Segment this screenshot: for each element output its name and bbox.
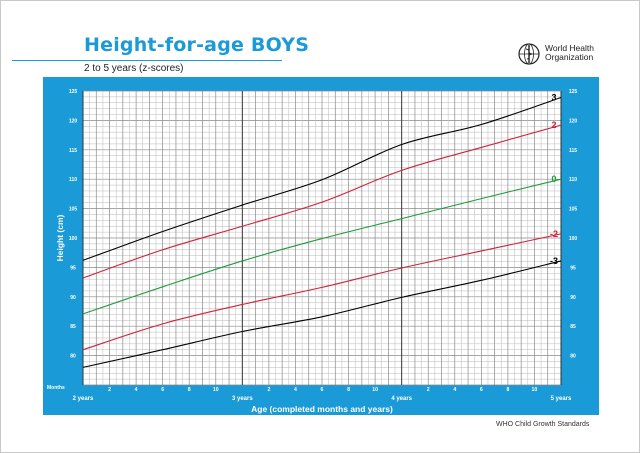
series-label-z-2: -2 (550, 229, 558, 239)
series-line-z0 (82, 178, 562, 315)
organization-name-line2: Organization (545, 52, 594, 62)
y-tick-label-right: 105 (569, 207, 578, 213)
chart-series-lines (82, 96, 562, 368)
chart-series-labels: 3 2 0 -2 -3 (550, 92, 558, 265)
series-line-z-3 (82, 260, 562, 368)
y-tick-label-right: 95 (570, 265, 576, 271)
x-tick-label: 10 (213, 387, 219, 393)
y-tick-label-right: 115 (569, 148, 577, 154)
y-tick-label-right: 100 (569, 236, 578, 242)
y-axis-title: Height (cm) (55, 214, 65, 261)
chart-title: Height-for-age BOYS (84, 34, 310, 56)
x-tick-label: 6 (321, 387, 324, 393)
y-tick-label-right: 125 (569, 89, 578, 95)
x-tick-label: 8 (188, 387, 191, 393)
x-year-label: 2 years (73, 396, 94, 402)
who-emblem-icon (518, 43, 540, 65)
x-year-label: 5 years (551, 396, 572, 402)
series-label-z0: 0 (551, 174, 556, 184)
series-label-z-3: -3 (550, 256, 558, 266)
x-tick-label: 8 (506, 387, 509, 393)
chart-subtitle: 2 to 5 years (z-scores) (84, 63, 184, 74)
y-tick-label-left: 85 (70, 324, 76, 330)
title-underline (12, 60, 282, 61)
organization-name-line1: World Health (545, 43, 594, 53)
series-line-z3 (82, 96, 562, 261)
x-tick-label: 2 (108, 387, 111, 393)
y-tick-label-left: 110 (69, 177, 77, 183)
x-axis-unit-label: Months (47, 385, 65, 391)
x-axis-title: Age (completed months and years) (251, 404, 393, 414)
x-year-label: 3 years (232, 396, 253, 402)
y-tick-label-left: 105 (69, 207, 78, 213)
y-tick-label-left: 115 (69, 148, 77, 154)
x-tick-label: 4 (453, 387, 456, 393)
y-tick-label-right: 85 (570, 324, 576, 330)
y-tick-label-left: 80 (70, 354, 76, 360)
y-tick-label-left: 120 (69, 118, 78, 124)
y-tick-label-left: 125 (69, 89, 78, 95)
x-tick-label: 2 (427, 387, 430, 393)
series-label-z3: 3 (551, 92, 556, 102)
x-tick-label: 2 (267, 387, 270, 393)
x-tick-label: 6 (161, 387, 164, 393)
chart-grid (82, 90, 562, 386)
x-tick-label: 4 (294, 387, 297, 393)
series-line-z2 (82, 124, 562, 279)
y-tick-label-right: 90 (570, 295, 576, 301)
footer-note: WHO Child Growth Standards (496, 421, 590, 428)
y-tick-label-right: 110 (569, 177, 577, 183)
x-year-label: 4 years (391, 396, 412, 402)
y-tick-label-left: 100 (69, 236, 78, 242)
y-tick-label-right: 120 (569, 118, 578, 124)
x-tick-label: 6 (480, 387, 483, 393)
x-tick-label: 8 (347, 387, 350, 393)
y-tick-label-right: 80 (570, 354, 576, 360)
series-label-z2: 2 (551, 120, 556, 130)
x-tick-label: 10 (372, 387, 378, 393)
y-tick-label-left: 95 (70, 265, 76, 271)
y-tick-label-left: 90 (70, 295, 76, 301)
x-tick-label: 4 (135, 387, 138, 393)
series-line-z-2 (82, 233, 562, 351)
organization-name: World Health Organization (545, 44, 615, 62)
x-tick-label: 10 (532, 387, 538, 393)
